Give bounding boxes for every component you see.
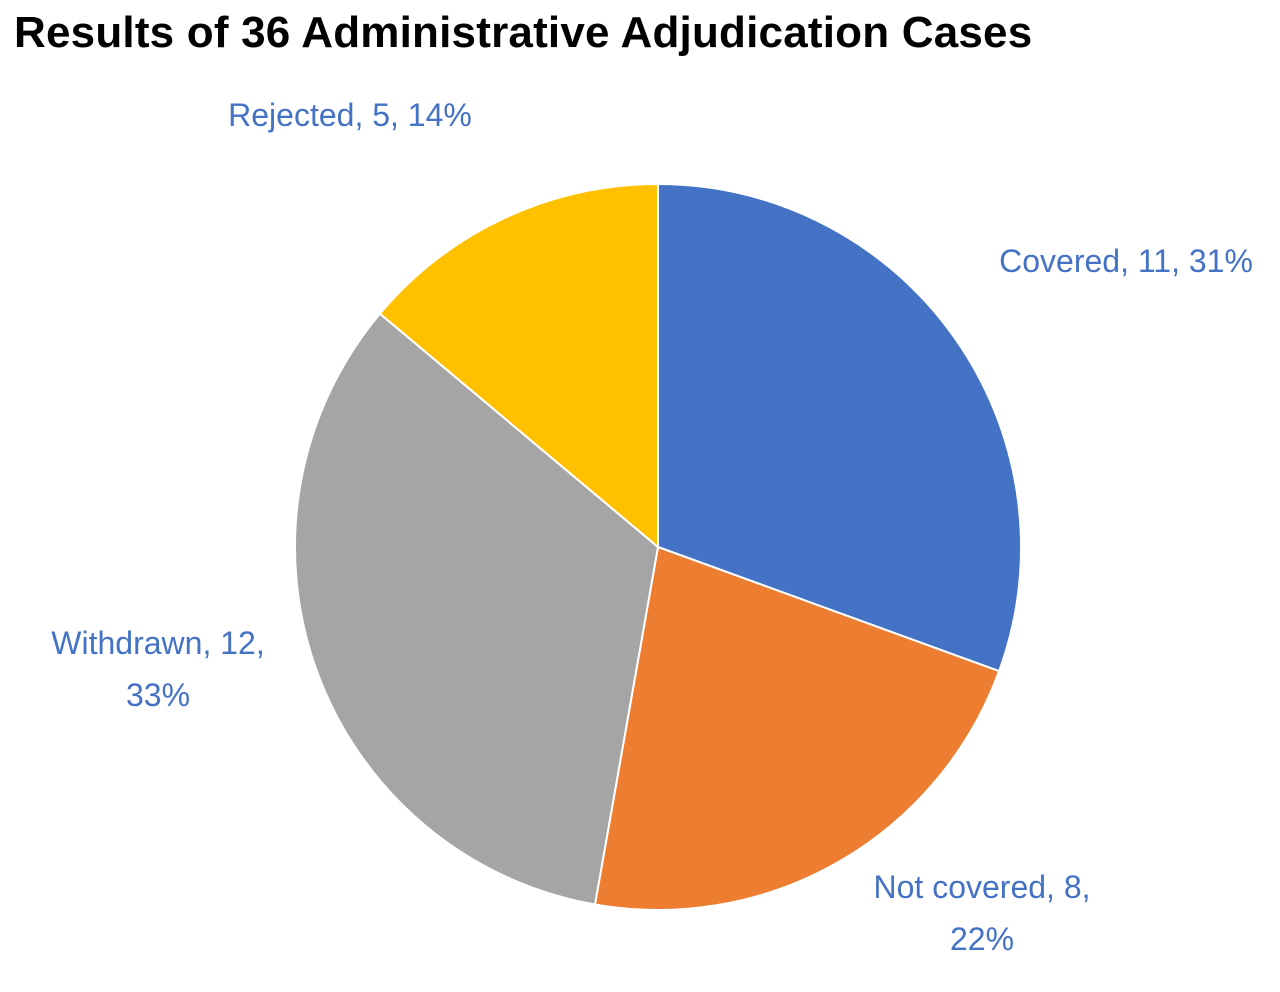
data-label-covered: Covered, 11, 31% (999, 243, 1253, 279)
pie-slice-covered (657, 182, 1023, 673)
data-label-line: Not covered, 8, (874, 869, 1091, 905)
chart-title: Results of 36 Administrative Adjudicatio… (14, 8, 1033, 57)
data-label-line: 22% (950, 921, 1014, 957)
data-label-line: 33% (126, 677, 190, 713)
pie-data-labels: Covered, 11, 31% Not covered, 8, 22% Withdr… (51, 97, 1253, 957)
pie-slice-withdrawn (294, 312, 660, 906)
pie-slice-rejected (378, 182, 659, 550)
pie-slice-not-covered (593, 545, 1001, 912)
data-label-not-covered: Not covered, 8, 22% (874, 869, 1091, 957)
data-label-line: Rejected, 5, 14% (228, 97, 472, 133)
pie-slices (294, 182, 1023, 912)
data-label-line: Covered, 11, 31% (999, 243, 1253, 279)
data-label-line: Withdrawn, 12, (51, 625, 264, 661)
data-label-rejected: Rejected, 5, 14% (228, 97, 472, 133)
data-label-withdrawn: Withdrawn, 12, 33% (51, 625, 264, 713)
